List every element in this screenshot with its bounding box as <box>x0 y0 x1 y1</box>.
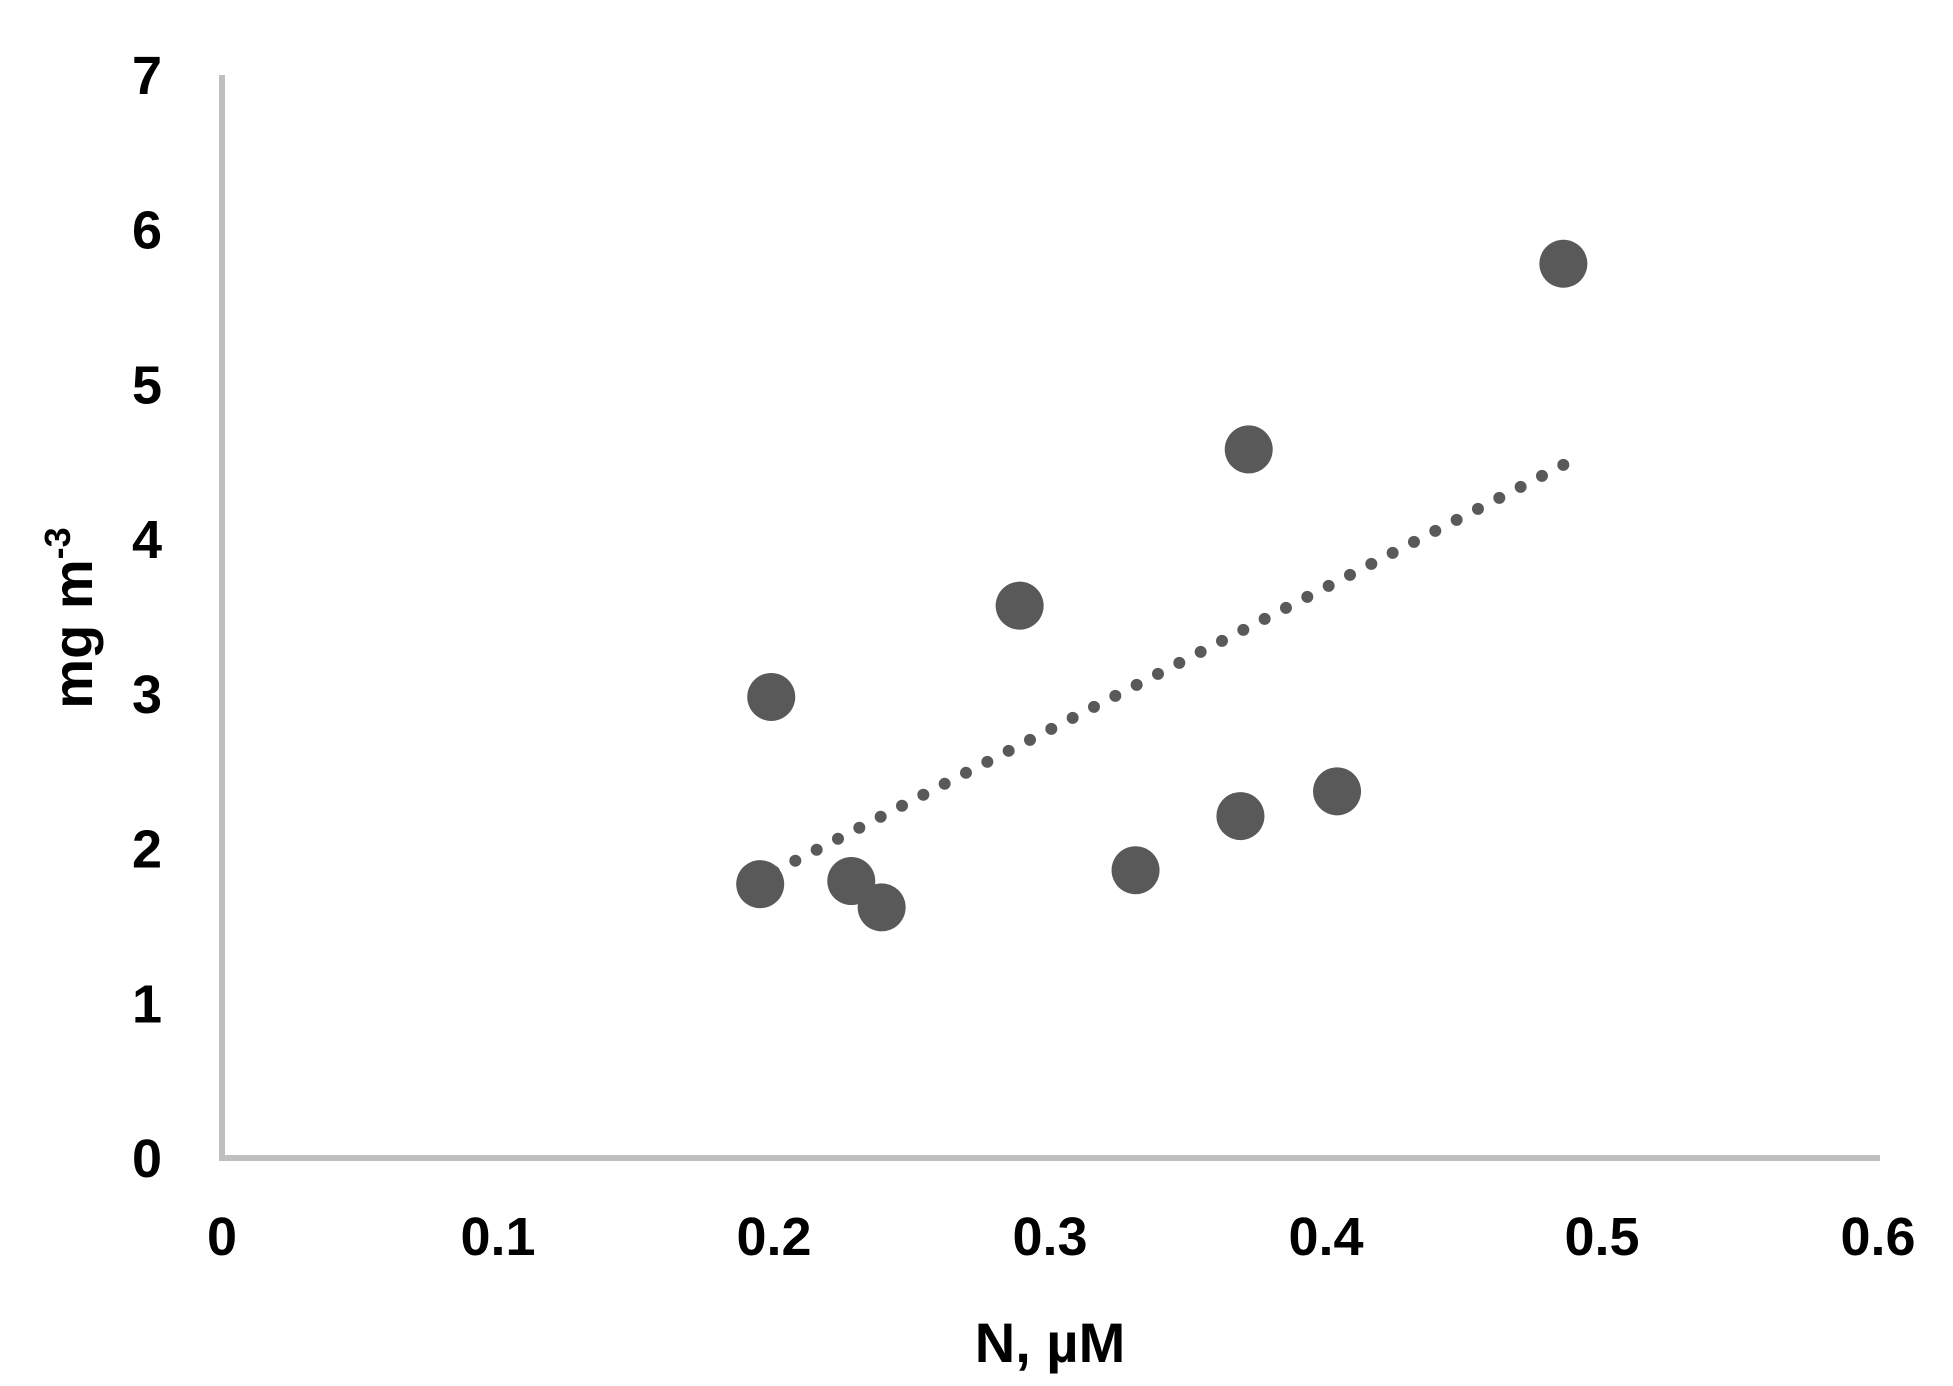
x-tick-label: 0.3 <box>1012 1207 1087 1267</box>
y-axis-title-superscript: -3 <box>37 527 78 559</box>
y-axis-title: mg m-3 <box>37 527 104 708</box>
y-tick-label: 3 <box>132 665 162 725</box>
x-tick-label: 0.4 <box>1288 1207 1363 1267</box>
x-tick-label: 0.2 <box>736 1207 811 1267</box>
y-tick-label: 1 <box>132 974 162 1034</box>
y-tick-label: 7 <box>132 46 162 106</box>
data-point <box>995 581 1044 630</box>
data-point <box>857 883 906 932</box>
y-tick-label: 5 <box>132 355 162 415</box>
y-tick-label: 0 <box>132 1129 162 1189</box>
data-point <box>747 672 796 721</box>
data-point <box>1313 767 1362 816</box>
axes <box>219 75 1880 1161</box>
data-point <box>1224 425 1273 474</box>
x-tick-label: 0.6 <box>1840 1207 1915 1267</box>
x-tick-label: 0.1 <box>460 1207 535 1267</box>
y-tick-labels: 0 1 2 3 4 5 6 7 <box>132 46 162 1189</box>
x-tick-labels: 0 0.1 0.2 0.3 0.4 0.5 0.6 <box>207 1207 1916 1267</box>
x-axis-title: N, µM <box>975 1311 1125 1374</box>
y-tick-label: 4 <box>132 510 162 570</box>
data-points <box>736 239 1588 932</box>
data-point <box>1216 792 1265 841</box>
y-tick-label: 6 <box>132 201 162 261</box>
data-point <box>1111 846 1160 895</box>
y-tick-label: 2 <box>132 820 162 880</box>
x-tick-label: 0 <box>207 1207 237 1267</box>
data-point <box>736 860 785 909</box>
data-point <box>1539 239 1588 288</box>
trendline-dotted <box>768 458 1570 878</box>
y-axis-title-base: mg m <box>41 559 104 708</box>
x-tick-label: 0.5 <box>1564 1207 1639 1267</box>
trendline <box>768 458 1570 878</box>
